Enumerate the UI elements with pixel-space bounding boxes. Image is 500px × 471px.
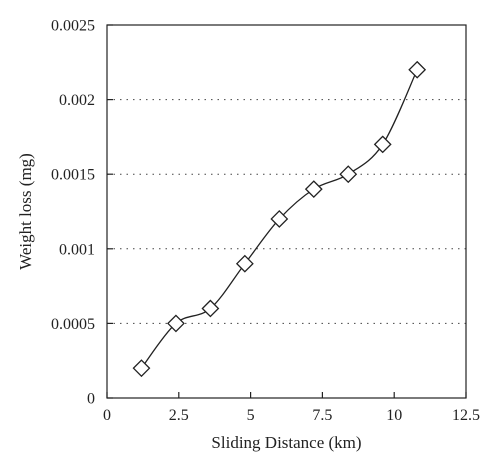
data-point-marker — [304, 180, 323, 199]
x-tick-label: 0 — [103, 407, 111, 424]
y-ticks: 0 0.0005 0.001 0.0015 0.002 0.0025 — [51, 18, 113, 408]
x-tick-label: 5 — [247, 407, 255, 424]
gridlines — [107, 99, 466, 324]
y-tick-label: 0.0025 — [51, 18, 95, 35]
y-axis-title: Weight loss (mg) — [16, 153, 35, 270]
x-tick-label: 10 — [386, 407, 402, 424]
data-point-marker — [339, 165, 358, 184]
data-point-marker — [235, 254, 254, 273]
x-ticks: 0 2.5 5 7.5 10 12.5 — [103, 392, 480, 424]
data-point-marker — [373, 135, 392, 154]
x-axis-title: Sliding Distance (km) — [211, 433, 361, 452]
data-point-marker — [270, 210, 289, 228]
x-tick-label: 12.5 — [452, 407, 480, 424]
data-point-marker — [201, 299, 220, 318]
data-markers — [132, 60, 427, 378]
x-tick-label: 2.5 — [169, 407, 189, 424]
data-point-marker — [408, 60, 427, 79]
y-tick-label: 0 — [87, 391, 95, 408]
y-tick-label: 0.0005 — [51, 316, 95, 333]
y-tick-label: 0.001 — [59, 241, 95, 258]
plot-frame — [106, 24, 467, 399]
y-tick-label: 0.0015 — [51, 167, 95, 184]
data-point-marker — [167, 314, 185, 333]
data-point-marker — [132, 359, 151, 378]
x-tick-label: 7.5 — [312, 407, 332, 424]
y-tick-label: 0.002 — [59, 92, 95, 109]
